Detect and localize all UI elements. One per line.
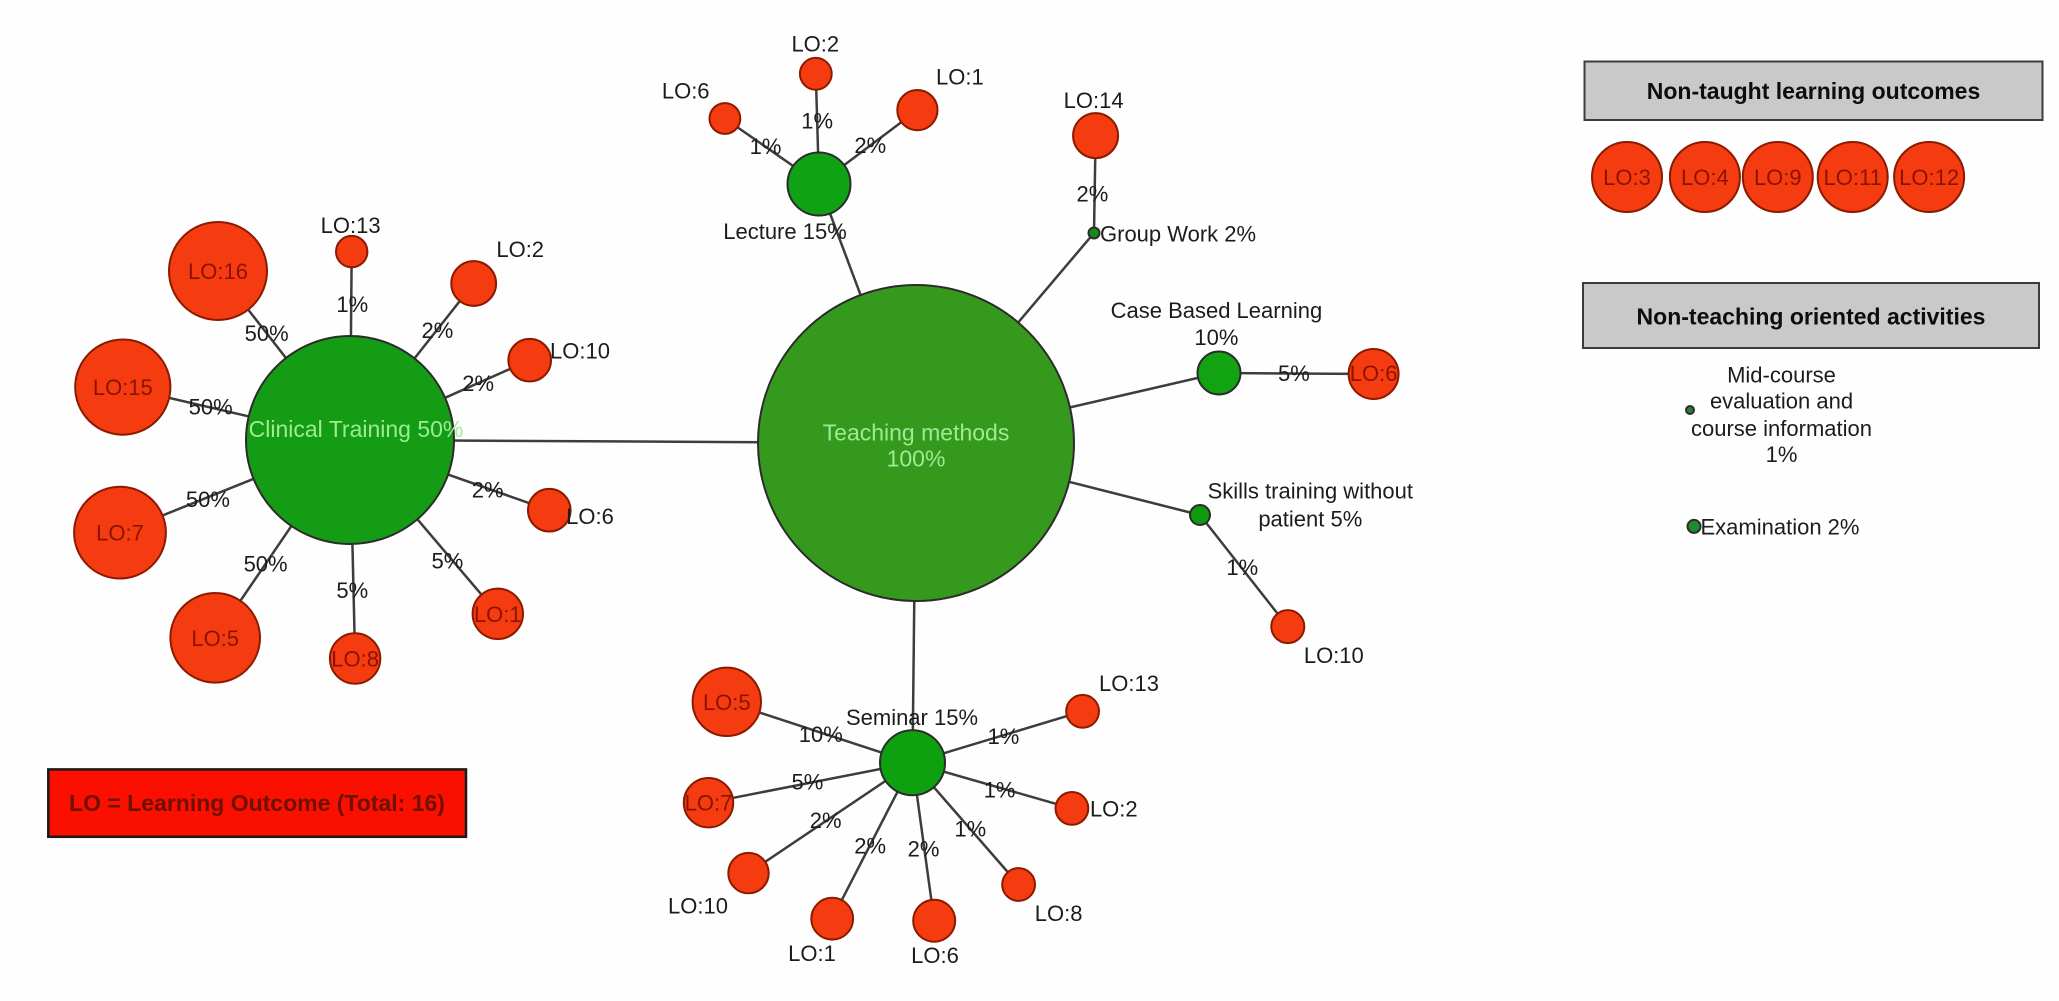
svg-text:Group Work 2%: Group Work 2% (1100, 222, 1256, 247)
svg-text:LO:2: LO:2 (791, 32, 839, 57)
svg-text:50%: 50% (244, 551, 288, 576)
svg-text:LO:15: LO:15 (93, 375, 153, 400)
svg-text:Mid-course: Mid-course (1727, 362, 1836, 387)
svg-text:Teaching methods: Teaching methods (823, 420, 1010, 446)
svg-text:50%: 50% (189, 395, 233, 420)
svg-text:50%: 50% (245, 321, 289, 346)
svg-text:LO:5: LO:5 (703, 690, 751, 715)
svg-text:LO:7: LO:7 (685, 791, 733, 816)
svg-text:5%: 5% (432, 549, 464, 574)
svg-text:LO:4: LO:4 (1681, 165, 1729, 190)
svg-text:Lecture 15%: Lecture 15% (723, 219, 847, 244)
svg-text:LO:11: LO:11 (1824, 165, 1882, 190)
svg-text:5%: 5% (336, 578, 368, 603)
svg-text:LO:6: LO:6 (566, 504, 614, 529)
svg-text:1%: 1% (984, 777, 1016, 802)
svg-text:2%: 2% (472, 478, 504, 503)
svg-text:LO:9: LO:9 (1754, 165, 1802, 190)
svg-text:LO:5: LO:5 (191, 626, 239, 651)
svg-text:LO:7: LO:7 (96, 521, 144, 546)
svg-text:100%: 100% (887, 446, 946, 472)
svg-text:10%: 10% (799, 722, 843, 747)
svg-text:Clinical Training 50%: Clinical Training 50% (249, 416, 464, 442)
svg-text:LO:8: LO:8 (331, 647, 379, 672)
svg-text:1%: 1% (988, 724, 1020, 749)
svg-text:LO:2: LO:2 (496, 237, 544, 262)
svg-text:LO:1: LO:1 (936, 65, 984, 90)
svg-text:50%: 50% (186, 487, 230, 512)
svg-text:Skills training without: Skills training without (1208, 479, 1413, 504)
svg-text:Examination 2%: Examination 2% (1701, 515, 1860, 540)
svg-text:LO:12: LO:12 (1899, 165, 1959, 190)
svg-text:LO:14: LO:14 (1064, 88, 1124, 113)
svg-text:5%: 5% (792, 770, 824, 795)
svg-text:2%: 2% (810, 808, 842, 833)
svg-text:LO:6: LO:6 (911, 943, 959, 968)
svg-text:LO:10: LO:10 (1304, 643, 1364, 668)
svg-text:LO:8: LO:8 (1035, 901, 1083, 926)
svg-text:LO:13: LO:13 (321, 213, 381, 238)
svg-text:Non-teaching oriented activiti: Non-teaching oriented activities (1637, 304, 1986, 330)
svg-text:LO:6: LO:6 (1350, 361, 1398, 386)
svg-text:LO = Learning Outcome (Total:: LO = Learning Outcome (Total: 16) (69, 790, 445, 816)
svg-text:LO:13: LO:13 (1099, 671, 1159, 696)
svg-text:LO:10: LO:10 (550, 339, 610, 364)
svg-text:Seminar 15%: Seminar 15% (846, 705, 978, 730)
svg-text:LO:3: LO:3 (1603, 165, 1651, 190)
svg-text:2%: 2% (854, 834, 886, 859)
svg-text:1%: 1% (954, 817, 986, 842)
svg-text:2%: 2% (462, 371, 494, 396)
svg-text:LO:1: LO:1 (474, 602, 522, 627)
svg-text:1%: 1% (801, 109, 833, 134)
svg-text:evaluation and: evaluation and (1710, 388, 1853, 413)
svg-text:Case Based Learning: Case Based Learning (1111, 298, 1323, 323)
svg-text:1%: 1% (1226, 555, 1258, 580)
svg-text:2%: 2% (422, 318, 454, 343)
svg-text:LO:1: LO:1 (788, 941, 836, 966)
svg-text:2%: 2% (908, 836, 940, 861)
svg-text:2%: 2% (854, 133, 886, 158)
svg-text:course information: course information (1691, 416, 1872, 441)
svg-text:Non-taught learning outcomes: Non-taught learning outcomes (1647, 78, 1981, 104)
svg-text:1%: 1% (1766, 442, 1798, 467)
svg-text:LO:10: LO:10 (668, 893, 728, 918)
svg-text:5%: 5% (1278, 361, 1310, 386)
svg-text:LO:2: LO:2 (1090, 796, 1138, 821)
svg-text:10%: 10% (1194, 325, 1238, 350)
svg-text:1%: 1% (750, 134, 782, 159)
svg-text:LO:16: LO:16 (188, 259, 248, 284)
svg-text:1%: 1% (336, 292, 368, 317)
svg-text:2%: 2% (1077, 182, 1109, 207)
svg-text:LO:6: LO:6 (662, 79, 710, 104)
svg-text:patient 5%: patient 5% (1258, 507, 1362, 532)
